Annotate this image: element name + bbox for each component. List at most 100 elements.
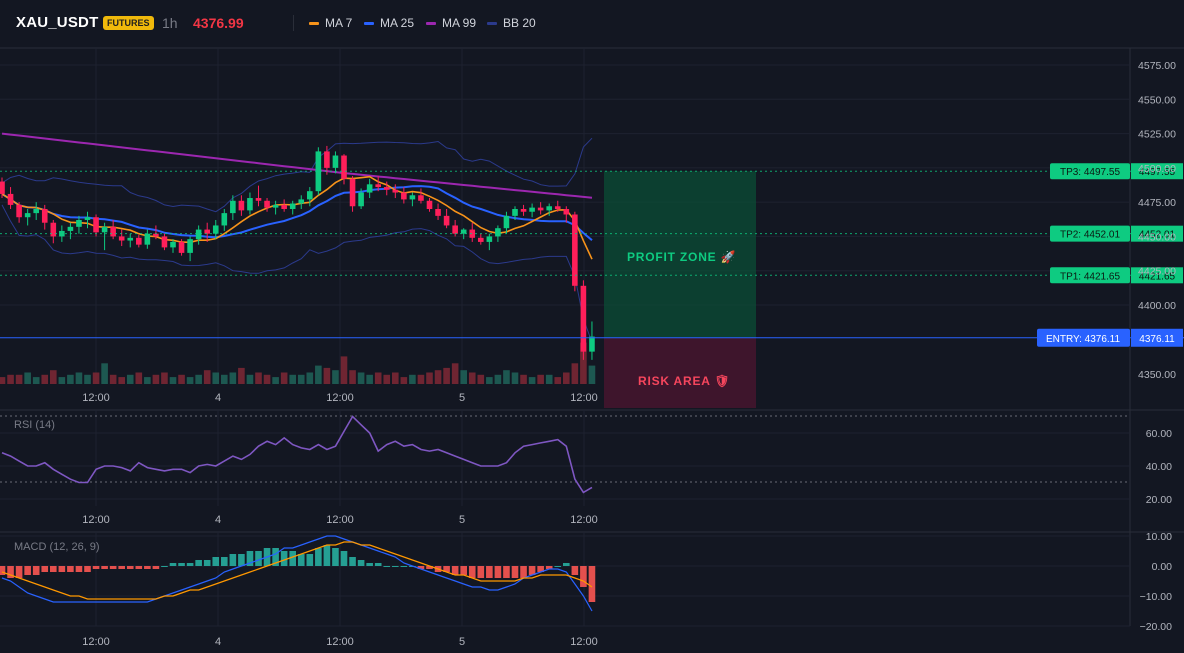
candle-body (187, 239, 193, 253)
candle-body (7, 193, 14, 205)
candlesticks (0, 145, 595, 360)
legend-ma25[interactable]: MA 25 (364, 16, 414, 30)
candle-body (221, 213, 228, 226)
tp-axis-bg (1131, 163, 1183, 180)
volume-bar (357, 372, 365, 384)
macd-hist-bar (280, 551, 288, 566)
volume-bar (92, 372, 100, 384)
volume-bar (101, 363, 108, 384)
candle-body (50, 222, 57, 237)
price-tick-label: 4500.00 (1138, 163, 1176, 175)
volume-bar (520, 374, 527, 384)
volume-bar (409, 374, 416, 384)
legend-bb20-label: BB 20 (503, 16, 536, 30)
candle-body (110, 226, 116, 237)
macd-hist-bar (528, 566, 536, 575)
macd-hist-bar (357, 560, 365, 566)
tp-tag-label: TP3: 4497.55 (1060, 167, 1120, 178)
candle-body (153, 233, 159, 237)
macd-hist-bar (238, 554, 245, 566)
candle-body (341, 155, 347, 179)
timeframe-label[interactable]: 1h (162, 15, 178, 31)
tp-tag-label: TP1: 4421.65 (1060, 271, 1120, 282)
main-time-label: 12:00 (326, 392, 354, 404)
volume-bar (255, 372, 262, 384)
ma25-line (1, 185, 593, 241)
rsi-time-label: 4 (215, 514, 221, 526)
macd-hist-bar (58, 566, 66, 572)
rsi-tick-label: 60.00 (1146, 428, 1172, 440)
risk-area (604, 337, 756, 408)
main-time-label: 5 (459, 392, 465, 404)
volume-bar (528, 377, 536, 384)
candle-body (195, 229, 202, 240)
macd-hist-bar (41, 566, 49, 572)
macd-hist-bar (186, 563, 194, 566)
ma7-line (1, 175, 593, 260)
macd-time-label: 12:00 (570, 636, 598, 648)
macd-hist-bar (195, 560, 202, 566)
volume-bar (563, 372, 570, 384)
candle-body (520, 209, 527, 212)
macd-hist-bar (135, 566, 143, 569)
candle-body (503, 215, 510, 229)
candle-body (589, 336, 595, 352)
price-tick-label: 4450.00 (1138, 231, 1176, 243)
symbol-name[interactable]: XAU_USDT (16, 14, 99, 31)
candle-body (204, 229, 210, 234)
volume-bar (152, 374, 160, 384)
header-divider (293, 15, 294, 31)
macd-hist-bar (323, 545, 331, 566)
legend-ma7[interactable]: MA 7 (309, 16, 352, 30)
candle-body (563, 209, 570, 215)
candle-body (307, 191, 313, 200)
macd-hist-bar (229, 554, 237, 566)
candle-body (572, 214, 578, 286)
legend-bb20[interactable]: BB 20 (487, 16, 536, 30)
volume-bar (434, 370, 442, 384)
tp-axis-value: 4452.01 (1139, 230, 1176, 241)
price-tick-label: 4425.00 (1138, 266, 1176, 278)
candle-body (392, 189, 399, 193)
candle-body (546, 206, 552, 211)
volume-bar (494, 374, 502, 384)
macd-hist-bar (494, 566, 502, 578)
volume-bar (537, 374, 544, 384)
macd-hist-bar (349, 557, 356, 566)
volume-bar (297, 374, 305, 384)
volume-bar (417, 374, 425, 384)
candle-body (281, 204, 287, 209)
macd-hist-bar (221, 557, 228, 566)
candle-body (247, 198, 253, 211)
macd-hist-bar (32, 566, 40, 575)
tp-tag-bg (1050, 163, 1130, 180)
price-tick-label: 4550.00 (1138, 94, 1176, 106)
macd-tick-label: 10.00 (1146, 531, 1172, 543)
macd-hist-bar (580, 566, 587, 587)
macd-hist-bar (118, 566, 125, 569)
bb20-swatch-icon (487, 21, 497, 25)
volume-bar (118, 377, 125, 384)
ma99-swatch-icon (426, 21, 436, 25)
macd-hist-bar (169, 563, 177, 566)
candle-body (537, 207, 544, 211)
volume-bar (24, 372, 31, 384)
macd-hist-bar (571, 566, 579, 575)
last-price: 4376.99 (193, 15, 244, 31)
entry-tag-bg (1037, 328, 1130, 347)
legend-ma99[interactable]: MA 99 (426, 16, 476, 30)
tp-axis-value: 4497.55 (1139, 167, 1176, 178)
candle-body (324, 151, 330, 168)
rsi-time-label: 12:00 (82, 514, 110, 526)
candle-body (554, 206, 561, 209)
volume-bar (443, 367, 450, 384)
volume-bar (195, 374, 202, 384)
candle-body (93, 217, 99, 233)
tp-tag-bg (1050, 225, 1130, 242)
price-tick-label: 4575.00 (1138, 60, 1176, 72)
rsi-pane: RSI (14) 60.00 40.00 20.00 (0, 415, 1172, 506)
macd-tick-label: −20.00 (1140, 621, 1173, 633)
candle-body (170, 241, 176, 248)
volume-bar (203, 370, 211, 384)
